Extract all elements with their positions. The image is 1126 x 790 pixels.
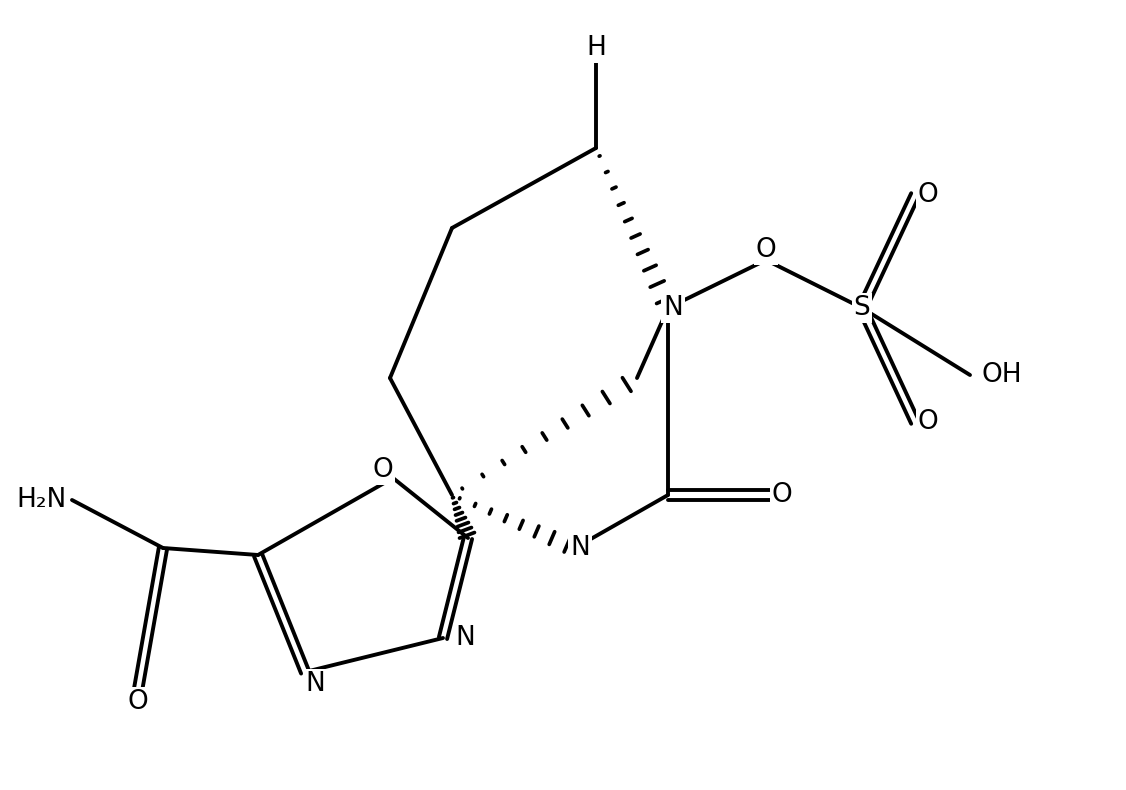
Text: N: N — [455, 625, 475, 651]
Text: S: S — [854, 295, 870, 321]
Text: N: N — [663, 295, 682, 321]
Text: O: O — [771, 482, 793, 508]
Text: O: O — [756, 237, 776, 263]
Text: O: O — [127, 689, 149, 715]
Text: O: O — [373, 457, 393, 483]
Text: N: N — [570, 535, 590, 561]
Text: H₂N: H₂N — [17, 487, 68, 513]
Text: O: O — [918, 409, 938, 435]
Text: H: H — [586, 35, 606, 61]
Text: OH: OH — [982, 362, 1022, 388]
Text: O: O — [918, 182, 938, 208]
Text: N: N — [305, 671, 325, 697]
